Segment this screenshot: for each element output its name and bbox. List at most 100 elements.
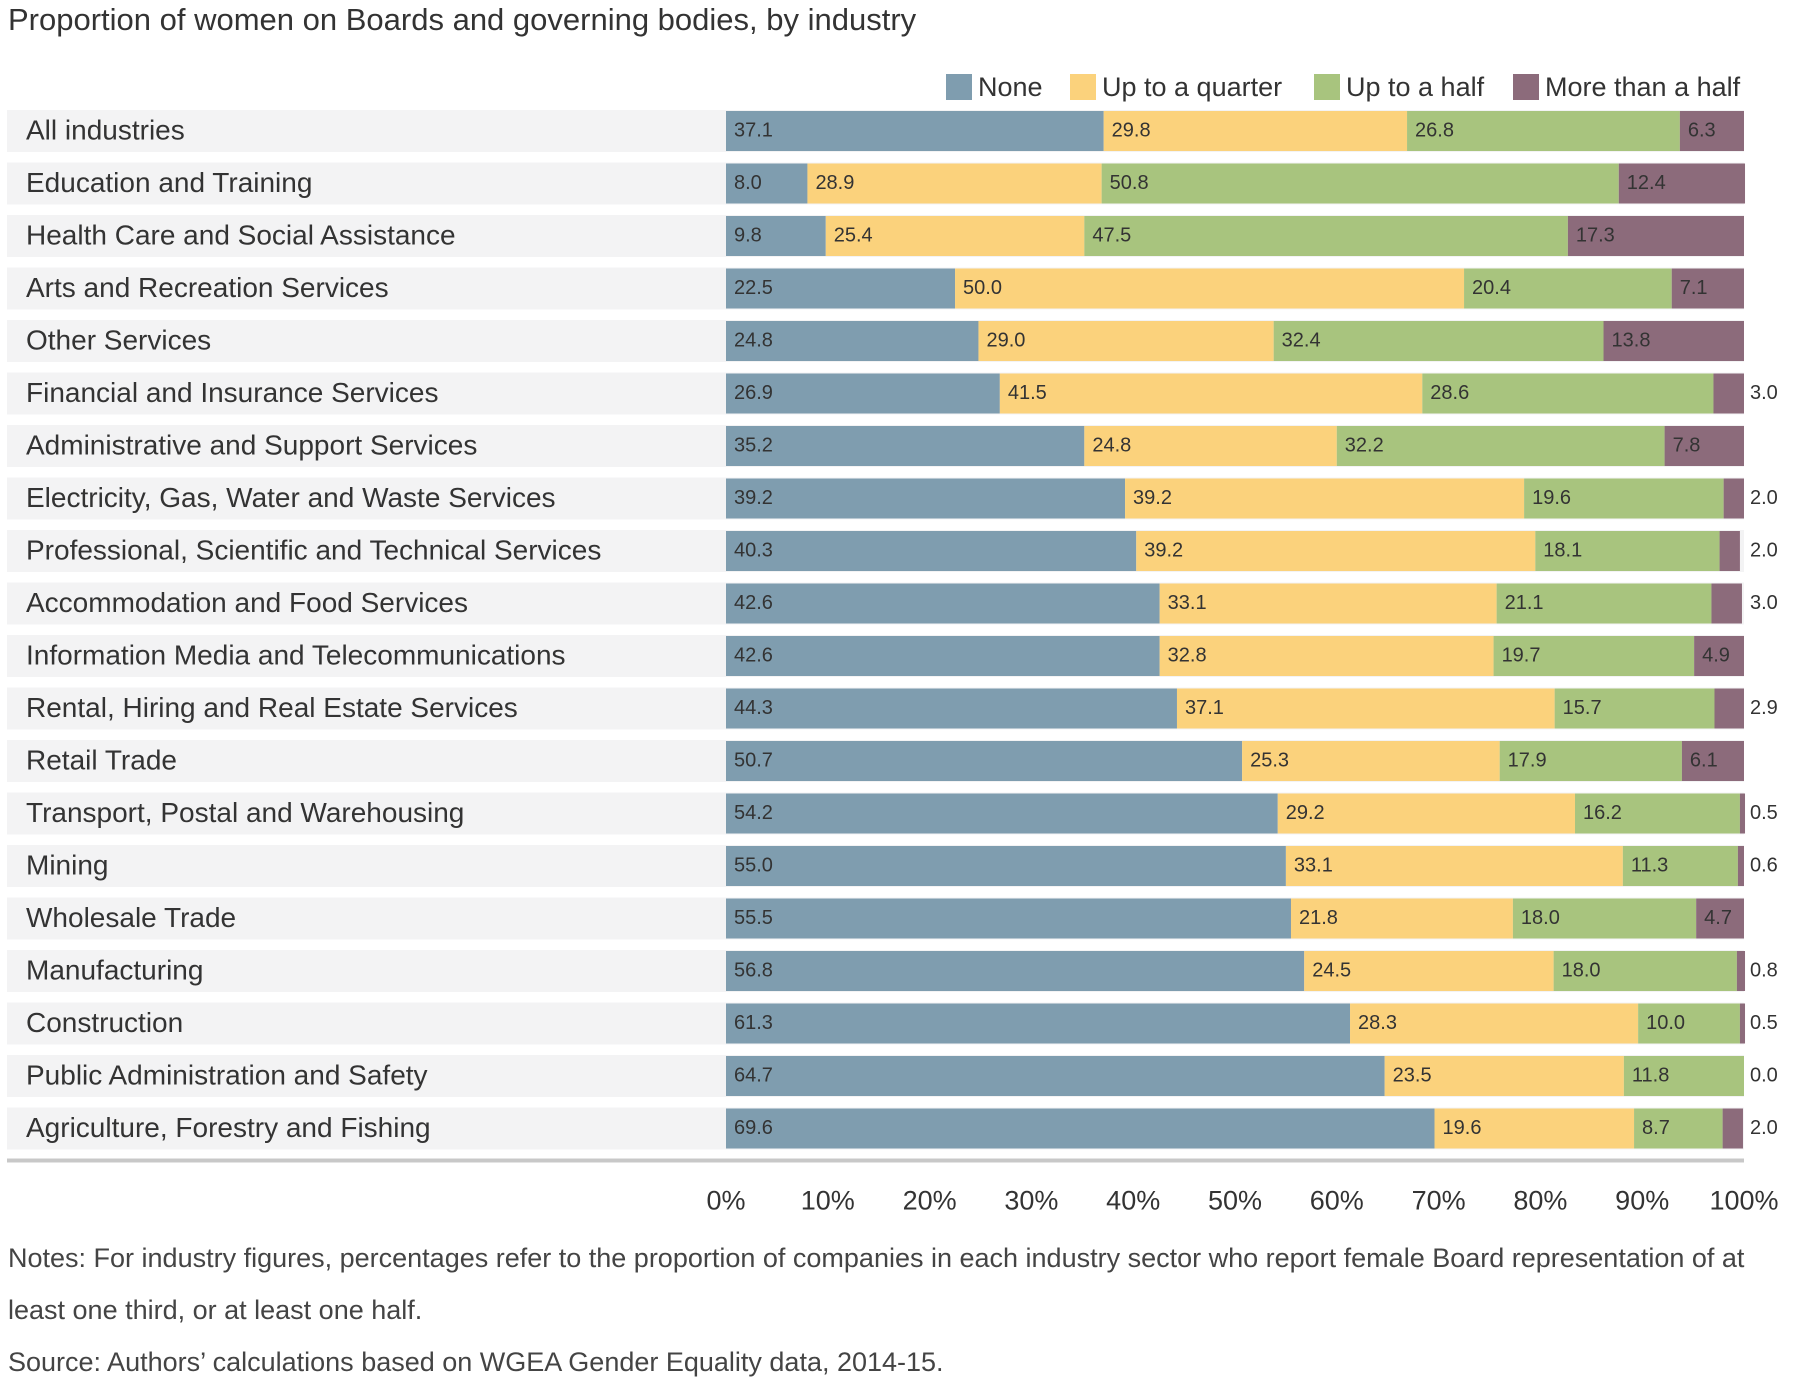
- bar-segment: [1737, 846, 1744, 886]
- bar-segment: [1618, 163, 1746, 204]
- bar-segment: [1496, 583, 1712, 624]
- bar-segment: [1535, 531, 1720, 571]
- category-label: Other Services: [26, 324, 211, 355]
- bar-segment: [1664, 426, 1744, 466]
- bar-segment: [726, 478, 1126, 519]
- data-label: 15.7: [1563, 697, 1602, 719]
- bar-segment: [1273, 321, 1604, 361]
- bar-segment: [1623, 1056, 1744, 1096]
- data-label: 26.8: [1415, 119, 1454, 141]
- chart: Proportion of women on Boards and govern…: [7, 2, 1779, 1216]
- data-label: 0.5: [1750, 802, 1778, 824]
- bar-segment: [1277, 793, 1576, 834]
- data-label: 18.1: [1543, 539, 1582, 561]
- bar-segment: [1159, 636, 1494, 676]
- data-label: 50.7: [734, 749, 773, 771]
- data-label: 2.9: [1750, 697, 1778, 719]
- bar-segment: [1694, 636, 1744, 676]
- bar-segment: [1524, 478, 1724, 519]
- bar-segment: [1634, 1108, 1723, 1149]
- bar-segment: [726, 583, 1160, 624]
- data-label: 3.0: [1750, 592, 1778, 614]
- data-label: 25.3: [1250, 749, 1289, 771]
- bar-segment: [726, 1003, 1351, 1044]
- data-label: 4.7: [1704, 907, 1732, 929]
- chart-title: Proportion of women on Boards and govern…: [8, 2, 917, 37]
- bar-segment: [1736, 951, 1746, 991]
- data-label: 4.9: [1702, 644, 1730, 666]
- data-label: 39.2: [1133, 487, 1172, 509]
- data-label: 44.3: [734, 697, 773, 719]
- category-label: Health Care and Social Assistance: [26, 219, 456, 250]
- data-label: 42.6: [734, 644, 773, 666]
- data-label: 13.8: [1612, 329, 1651, 351]
- data-label: 29.2: [1286, 802, 1325, 824]
- data-label: 12.4: [1627, 172, 1666, 194]
- bar-segment: [726, 898, 1291, 939]
- bar-segment: [726, 951, 1305, 991]
- bar-segment: [1125, 478, 1525, 519]
- data-label: 50.8: [1110, 172, 1149, 194]
- data-label: 16.2: [1583, 802, 1622, 824]
- x-tick-label: 40%: [1106, 1186, 1160, 1216]
- data-label: 64.7: [734, 1064, 773, 1086]
- bar-segment: [726, 636, 1160, 676]
- bar-segment: [726, 1056, 1385, 1096]
- bar-segment: [825, 216, 1085, 256]
- bar-segment: [1554, 688, 1715, 729]
- data-label: 39.2: [734, 487, 773, 509]
- bar-segment: [1714, 688, 1744, 729]
- data-label: 9.8: [734, 224, 762, 246]
- data-label: 24.8: [1092, 434, 1131, 456]
- bar-segment: [978, 321, 1274, 361]
- data-label: 19.6: [1443, 1117, 1482, 1139]
- data-label: 19.7: [1502, 644, 1541, 666]
- data-label: 0.0: [1750, 1064, 1778, 1086]
- category-label: Mining: [26, 849, 108, 880]
- category-label: Administrative and Support Services: [26, 429, 477, 460]
- legend-swatch: [1070, 74, 1096, 100]
- bar-segment: [1159, 583, 1497, 624]
- data-label: 32.8: [1168, 644, 1207, 666]
- data-label: 17.3: [1576, 224, 1615, 246]
- category-label: Retail Trade: [26, 744, 177, 775]
- data-label: 37.1: [1185, 697, 1224, 719]
- data-label: 28.6: [1430, 382, 1469, 404]
- bar-segment: [1304, 951, 1554, 991]
- category-label: Financial and Insurance Services: [26, 377, 438, 408]
- data-label: 21.8: [1299, 907, 1338, 929]
- x-tick-label: 100%: [1709, 1186, 1778, 1216]
- category-label: Arts and Recreation Services: [26, 272, 389, 303]
- data-label: 6.1: [1690, 749, 1718, 771]
- bar-segment: [1739, 1003, 1746, 1044]
- bar-segment: [726, 426, 1085, 466]
- bar-segment: [1722, 1108, 1743, 1149]
- data-label: 22.5: [734, 277, 773, 299]
- bar-segment: [1499, 741, 1682, 781]
- category-label: Agriculture, Forestry and Fishing: [26, 1112, 431, 1143]
- data-label: 0.6: [1750, 854, 1778, 876]
- x-tick-label: 50%: [1208, 1186, 1262, 1216]
- data-label: 18.0: [1562, 959, 1601, 981]
- data-label: 19.6: [1532, 487, 1571, 509]
- source: Source: Authors’ calculations based on W…: [8, 1347, 944, 1377]
- category-label: Manufacturing: [26, 954, 203, 985]
- bar-segment: [1384, 1056, 1624, 1096]
- bar-segment: [726, 111, 1104, 151]
- data-label: 32.2: [1345, 434, 1384, 456]
- category-label: Transport, Postal and Warehousing: [26, 797, 464, 828]
- data-label: 2.0: [1750, 487, 1778, 509]
- bar-segment: [1638, 1003, 1740, 1044]
- bar-segment: [807, 163, 1102, 204]
- data-label: 32.4: [1282, 329, 1321, 351]
- bar-segment: [726, 688, 1177, 729]
- bar-segment: [726, 321, 979, 361]
- data-label: 2.0: [1750, 1117, 1778, 1139]
- category-label: Public Administration and Safety: [26, 1059, 428, 1090]
- bar-segment: [1679, 111, 1744, 151]
- bar-segment: [1285, 846, 1623, 886]
- data-label: 6.3: [1688, 119, 1716, 141]
- bar-segment: [1603, 321, 1744, 361]
- x-tick-label: 10%: [801, 1186, 855, 1216]
- data-label: 42.6: [734, 592, 773, 614]
